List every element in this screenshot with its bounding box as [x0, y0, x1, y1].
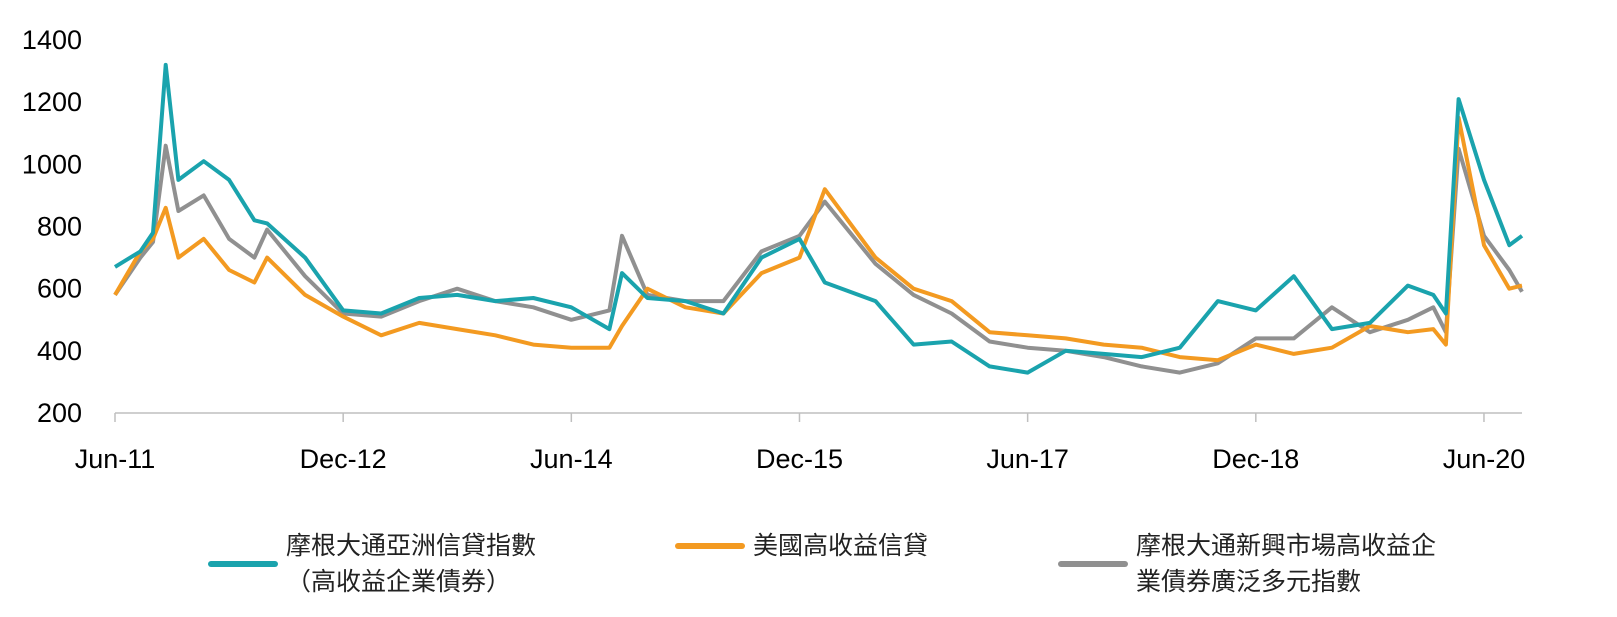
x-tick-label-Dec-18: Dec-18	[1212, 444, 1299, 474]
y-axis: 200 400 600 800 1000 1200 1400	[22, 25, 82, 428]
legend-label-em-high-yield: 摩根大通新興市場高收益企 業債券廣泛多元指數	[1136, 531, 1437, 596]
x-tick-label-Jun-14: Jun-14	[530, 444, 613, 474]
series-layer	[113, 62, 1524, 375]
x-tick-label-Jun-11: Jun-11	[75, 444, 156, 474]
legend-item-em-high-yield: 摩根大通新興市場高收益企 業債券廣泛多元指數	[1058, 528, 1436, 600]
y-tick-label-800: 800	[37, 212, 82, 242]
x-tick-label-Jun-20: Jun-20	[1443, 444, 1526, 474]
x-tick-label-Dec-15: Dec-15	[756, 444, 843, 474]
y-tick-label-200: 200	[37, 398, 82, 428]
series-line-asia-credit	[113, 62, 1524, 375]
y-tick-label-1200: 1200	[22, 87, 82, 117]
y-tick-label-1000: 1000	[22, 149, 82, 179]
series-line-em-high-yield	[113, 143, 1524, 375]
legend: 摩根大通亞洲信貸指數 （高收益企業債券） 美國高收益信貸 摩根大通新興市場高收益…	[0, 528, 1617, 608]
series-line-us-high-yield	[113, 115, 1523, 363]
y-tick-label-1400: 1400	[22, 25, 82, 55]
legend-item-us-high-yield: 美國高收益信貸	[675, 528, 928, 564]
legend-label-us-high-yield: 美國高收益信貸	[753, 531, 929, 560]
y-tick-label-600: 600	[37, 274, 82, 304]
legend-swatch-us-high-yield	[675, 543, 745, 549]
legend-swatch-asia-credit	[208, 561, 278, 567]
legend-item-asia-credit: 摩根大通亞洲信貸指數 （高收益企業債券）	[208, 528, 536, 600]
x-tick-label-Jun-17: Jun-17	[986, 444, 1069, 474]
x-tick-label-Dec-12: Dec-12	[300, 444, 387, 474]
legend-label-asia-credit: 摩根大通亞洲信貸指數 （高收益企業債券）	[286, 531, 537, 596]
x-axis: Jun-11 Dec-12 Jun-14 Dec-15 Jun-17 Dec-18 Jun-…	[75, 412, 1526, 474]
y-tick-label-400: 400	[37, 336, 82, 366]
legend-swatch-em-high-yield	[1058, 561, 1128, 567]
